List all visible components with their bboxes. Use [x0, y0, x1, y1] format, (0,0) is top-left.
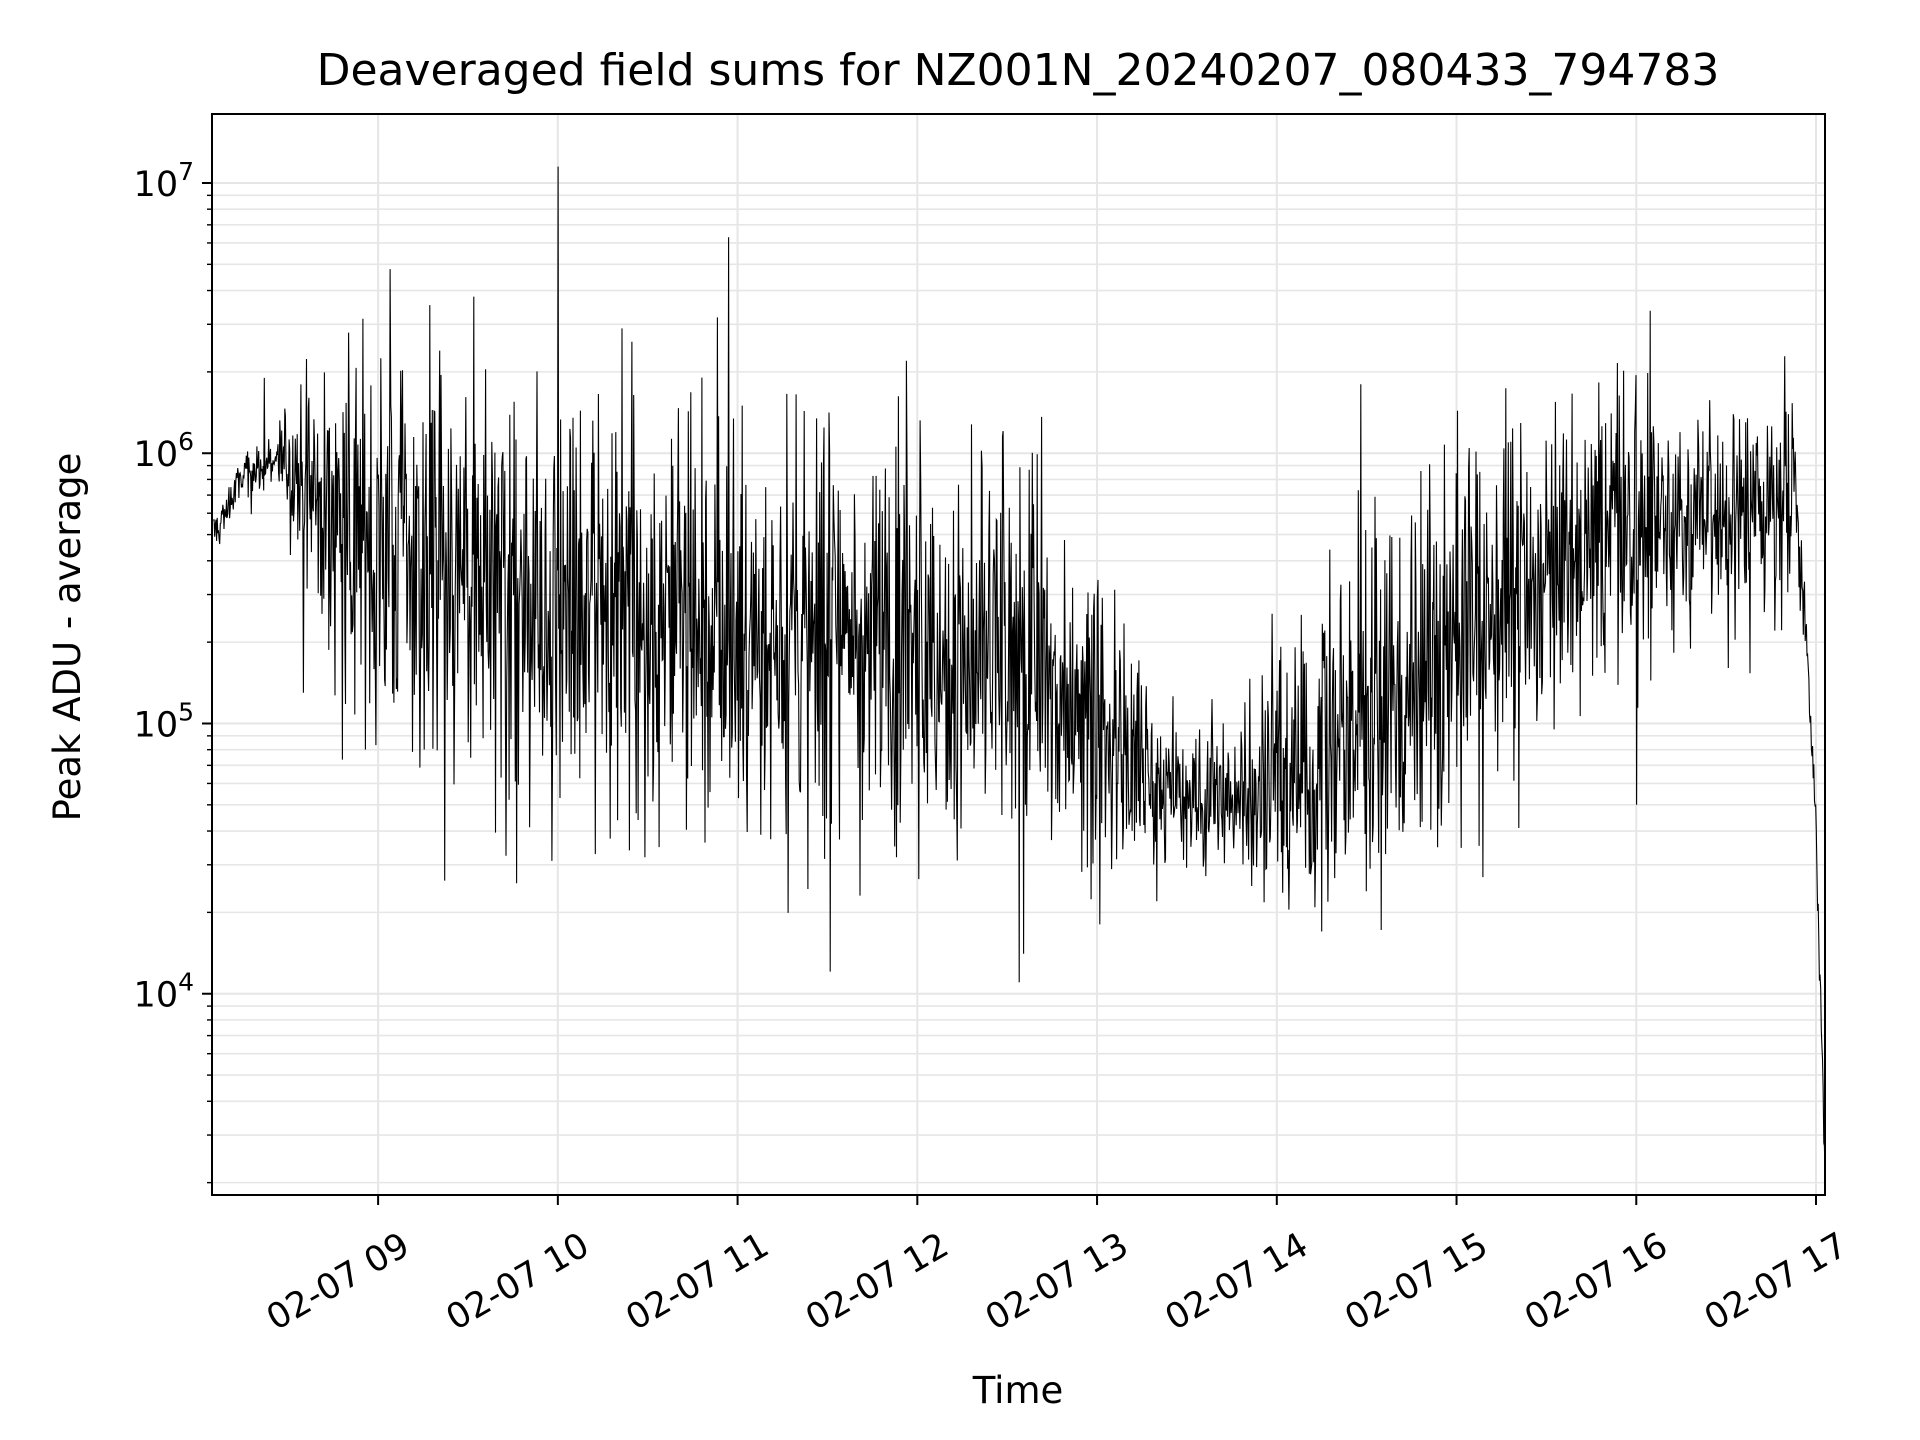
plot-frame [211, 113, 1826, 1196]
x-tick-label: 02-07 09 [260, 1225, 416, 1338]
y-tick-label: 105 [134, 697, 194, 745]
x-tick-label: 02-07 10 [440, 1225, 596, 1338]
series-polyline [213, 166, 1826, 1176]
x-tick-label: 02-07 13 [979, 1225, 1135, 1338]
y-tick-label: 107 [134, 157, 194, 205]
y-tick-label: 104 [134, 968, 194, 1016]
y-tick-label: 106 [134, 427, 194, 475]
x-tick-label: 02-07 12 [799, 1225, 955, 1338]
x-tick-label: 02-07 11 [620, 1225, 776, 1338]
x-tick-label: 02-07 17 [1698, 1225, 1854, 1338]
x-tick-label: 02-07 15 [1338, 1225, 1494, 1338]
series-line [213, 166, 1826, 1176]
y-axis-label: Peak ADU - average [46, 453, 89, 822]
x-tick-label: 02-07 16 [1518, 1225, 1674, 1338]
x-tick-label: 02-07 14 [1159, 1225, 1315, 1338]
x-axis-label: Time [972, 1369, 1064, 1412]
ticks: 02-07 09 02-07 10 02-07 11 02-07 12 02-07 13… [134, 157, 1855, 1339]
chart-title: Deaveraged field sums for NZ001N_2024020… [317, 45, 1720, 96]
